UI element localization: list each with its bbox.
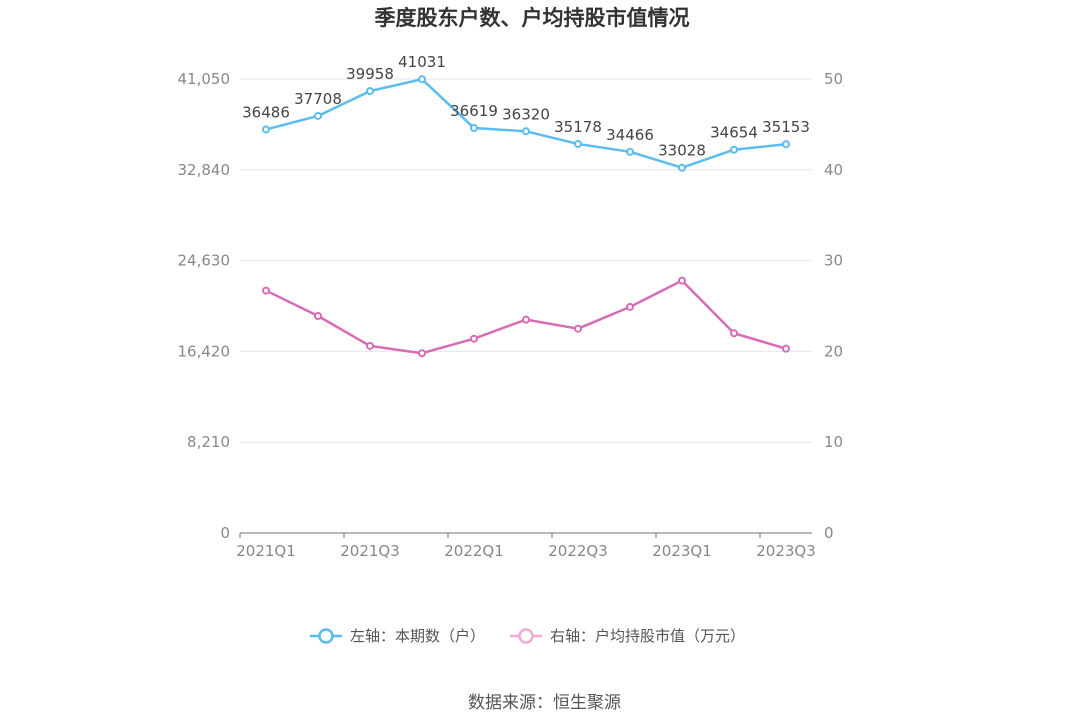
grid-lines (240, 78, 812, 443)
legend-marker-icon (518, 628, 534, 644)
data-label: 33028 (658, 142, 706, 160)
data-point (730, 145, 738, 154)
data-label: 35153 (762, 118, 810, 136)
source-note: 数据来源：恒生聚源 (468, 693, 621, 713)
x-axis-tick-label: 2022Q3 (548, 542, 608, 560)
data-label: 36486 (242, 103, 290, 121)
data-point (262, 125, 270, 134)
data-point (522, 315, 530, 324)
data-point (314, 311, 322, 320)
series-line (265, 77, 787, 169)
data-point (678, 276, 686, 285)
data-point (626, 147, 634, 156)
data-label: 36619 (450, 102, 498, 120)
data-point (262, 286, 270, 295)
right-axis-tick-label: 0 (824, 524, 834, 542)
right-axis-tick-label: 40 (824, 161, 843, 179)
data-point (366, 87, 374, 96)
data-point (522, 127, 530, 136)
data-label: 36320 (502, 105, 550, 123)
left-axis-tick-label: 41,050 (178, 70, 231, 88)
data-point (782, 140, 790, 149)
left-axis-tick-label: 0 (220, 524, 230, 542)
data-point (418, 75, 426, 84)
left-axis-tick-label: 16,420 (178, 342, 231, 360)
legend[interactable]: 左轴：本期数（户） 右轴：户均持股市值（万元） (310, 627, 745, 645)
x-axis-tick-label: 2023Q3 (756, 542, 816, 560)
x-axis-tick-label: 2023Q1 (652, 542, 712, 560)
x-axis-tick-label: 2021Q1 (236, 542, 296, 560)
data-point (782, 344, 790, 353)
left-axis-tick-label: 32,840 (178, 161, 231, 179)
x-axis-tick-label: 2022Q1 (444, 542, 504, 560)
data-label: 39958 (346, 65, 394, 83)
data-point (366, 341, 374, 350)
data-point (470, 334, 478, 343)
data-label: 41031 (398, 53, 446, 71)
data-point (730, 329, 738, 338)
data-label: 35178 (554, 118, 602, 136)
chart: 季度股东户数、户均持股市值情况 0 0 8,210 10 16,420 20 24,630 3… (178, 6, 844, 645)
data-point (418, 349, 426, 358)
data-label: 37708 (294, 90, 342, 108)
data-point (678, 163, 686, 172)
legend-item[interactable]: 左轴：本期数（户） (310, 627, 485, 645)
right-axis-tick-label: 20 (824, 342, 843, 360)
data-point (574, 324, 582, 333)
right-axis-tick-label: 50 (824, 70, 843, 88)
data-point (470, 124, 478, 133)
data-point (314, 111, 322, 120)
chart-title: 季度股东户数、户均持股市值情况 (375, 6, 690, 30)
data-label: 34466 (606, 126, 654, 144)
data-point (626, 302, 634, 311)
legend-item[interactable]: 右轴：户均持股市值（万元） (510, 627, 745, 645)
legend-label: 左轴：本期数（户） (350, 627, 485, 645)
series (262, 75, 790, 358)
legend-marker-icon (318, 628, 334, 644)
left-axis-tick-label: 8,210 (187, 433, 230, 451)
right-axis-tick-label: 10 (824, 433, 843, 451)
axes: 0 0 8,210 10 16,420 20 24,630 30 32,840 40 41,050 5… (178, 70, 844, 560)
right-axis-tick-label: 30 (824, 252, 843, 270)
data-point (574, 139, 582, 148)
left-axis-tick-label: 24,630 (178, 252, 231, 270)
data-label: 34654 (710, 124, 758, 142)
x-axis-tick-label: 2021Q3 (340, 542, 400, 560)
legend-label: 右轴：户均持股市值（万元） (550, 627, 745, 645)
